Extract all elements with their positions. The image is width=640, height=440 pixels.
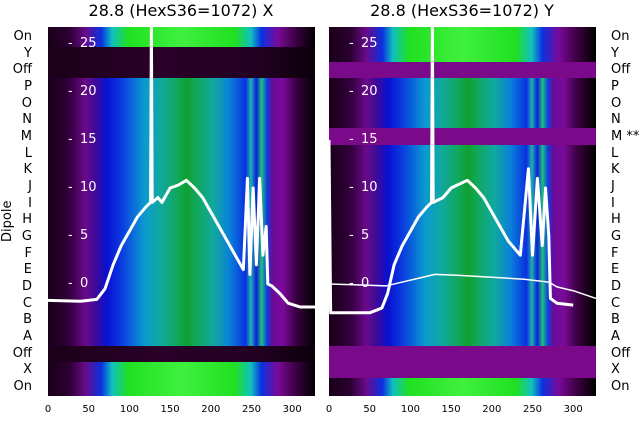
inner-y-tick-label: 0	[361, 276, 370, 291]
inner-y-tick-mark: -	[68, 132, 73, 147]
x-tick-label: 100	[119, 404, 139, 415]
row-label: B	[23, 312, 32, 328]
row-label: F	[611, 245, 619, 261]
row-label: On	[13, 379, 32, 394]
inner-y-tick-mark: -	[68, 36, 73, 51]
x-tick-label: 0	[44, 404, 52, 415]
inner-y-tick-label: 25	[361, 36, 378, 51]
x-tick-label: 150	[160, 404, 180, 415]
row-label: A	[23, 329, 32, 344]
band-on	[329, 27, 596, 62]
row-label: G	[611, 229, 622, 244]
row-label: P	[611, 79, 619, 94]
row-label: Y	[611, 45, 619, 61]
x-tick-label: 250	[522, 404, 543, 415]
inner-y-tick-label: 20	[361, 84, 378, 99]
inner-y-tick-label: 5	[361, 228, 370, 243]
band-off	[48, 346, 315, 362]
inner-y-tick-mark: -	[349, 228, 354, 243]
inner-y-tick-label: 15	[80, 132, 97, 147]
inner-y-tick-label: 25	[80, 36, 97, 51]
row-label: Y	[24, 45, 32, 61]
band-off	[48, 47, 315, 78]
row-label: I	[611, 195, 615, 211]
x-tick-label: 100	[400, 404, 420, 415]
row-label: K	[23, 162, 32, 178]
x-tick-label: 0	[325, 404, 333, 415]
row-label: E	[611, 262, 620, 278]
inner-y-tick-mark: -	[68, 180, 73, 195]
row-label: G	[21, 229, 32, 244]
row-label: C	[22, 295, 32, 311]
row-label: M	[20, 129, 32, 144]
inner-y-tick-mark: -	[349, 132, 354, 147]
x-tick-label: 150	[441, 404, 461, 415]
inner-y-tick-label: 5	[80, 228, 89, 243]
row-label: F	[24, 245, 32, 261]
row-label: O	[21, 95, 32, 111]
row-label: L	[24, 145, 32, 161]
row-label: H	[22, 212, 32, 228]
row-label: Off	[12, 345, 32, 361]
inner-y-tick-label: 20	[80, 84, 97, 99]
row-label: J	[611, 179, 615, 194]
row-label: E	[23, 262, 32, 278]
row-label: X	[611, 362, 620, 378]
inner-y-tick-mark: -	[68, 84, 73, 99]
inner-y-tick-mark: -	[349, 84, 354, 99]
heatmap-y	[329, 27, 596, 396]
inner-y-tick-mark: -	[68, 228, 73, 243]
band-off	[329, 62, 596, 78]
x-tick-label: 50	[82, 404, 96, 415]
row-label: A	[611, 329, 620, 344]
x-tick-label: 200	[201, 404, 221, 415]
row-label: H	[611, 212, 621, 228]
row-label: D	[21, 279, 32, 294]
inner-y-tick-mark: -	[68, 276, 73, 291]
inner-y-tick-label: 0	[80, 276, 89, 291]
row-label: On	[611, 379, 630, 394]
inner-y-tick-mark: -	[349, 36, 354, 51]
series-line-thick	[327, 25, 574, 315]
row-label: K	[611, 162, 620, 178]
band-on	[329, 378, 596, 396]
chart-title-x: 28.8 (HexS36=1072) X	[88, 1, 274, 20]
row-label: C	[611, 295, 621, 311]
row-label: M **	[611, 129, 640, 144]
band-on	[48, 362, 315, 396]
row-label: L	[611, 145, 619, 161]
row-label: Off	[12, 62, 32, 78]
row-label: Off	[611, 345, 631, 361]
series-line-thin	[328, 273, 597, 300]
row-label: On	[611, 29, 630, 44]
heatmap-x	[48, 27, 315, 396]
row-label: I	[28, 195, 32, 211]
x-tick-label: 300	[563, 404, 583, 415]
inner-y-tick-mark: -	[349, 276, 354, 291]
row-label: D	[611, 279, 622, 294]
row-label: J	[28, 179, 32, 194]
band-on	[48, 27, 315, 47]
inner-y-tick-label: 10	[361, 180, 378, 195]
row-label: B	[611, 312, 620, 328]
x-tick-label: 250	[241, 404, 262, 415]
row-label: Off	[611, 62, 631, 78]
inner-y-tick-mark: -	[349, 180, 354, 195]
inner-y-tick-label: 10	[80, 180, 97, 195]
row-label: On	[13, 29, 32, 44]
inner-y-tick-label: 15	[361, 132, 378, 147]
row-label: P	[24, 79, 32, 94]
x-tick-label: 200	[482, 404, 502, 415]
band-off	[329, 346, 596, 378]
series-line-thick	[47, 25, 315, 309]
row-label: N	[611, 112, 621, 128]
x-tick-label: 300	[282, 404, 302, 415]
band-m	[329, 128, 596, 145]
row-label: O	[611, 95, 622, 111]
row-label: N	[22, 112, 32, 128]
x-tick-label: 50	[363, 404, 377, 415]
chart-title-y: 28.8 (HexS36=1072) Y	[370, 1, 554, 20]
row-label: X	[23, 362, 32, 378]
